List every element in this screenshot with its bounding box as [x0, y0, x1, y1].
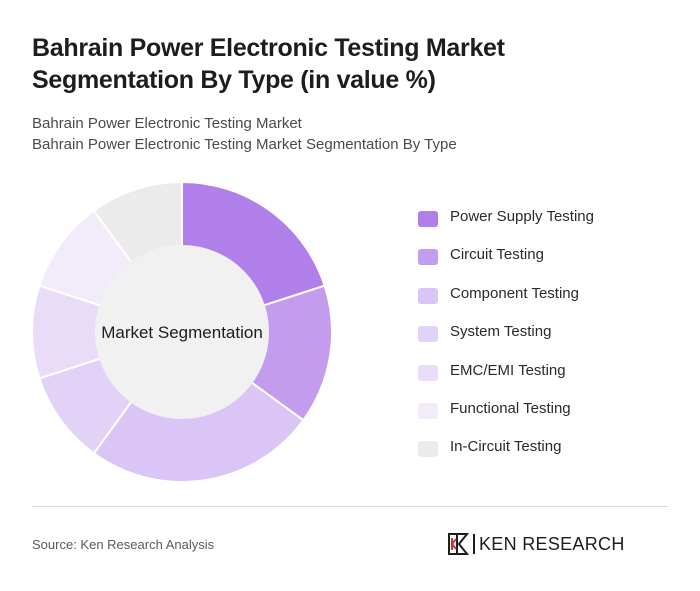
legend-label: EMC/EMI Testing — [450, 361, 566, 379]
legend-label: Circuit Testing — [450, 246, 544, 264]
legend-item: EMC/EMI Testing — [418, 360, 678, 398]
legend-item: Component Testing — [418, 283, 678, 321]
legend-swatch — [418, 402, 438, 419]
logo-separator — [473, 534, 475, 554]
ken-research-logo-icon — [448, 533, 469, 555]
chart-title: Bahrain Power Electronic Testing Market … — [32, 34, 505, 94]
footer-divider — [32, 506, 668, 507]
legend-label: In-Circuit Testing — [450, 438, 562, 456]
legend-swatch — [418, 364, 438, 381]
legend-item: Circuit Testing — [418, 244, 678, 282]
legend-item: In-Circuit Testing — [418, 436, 678, 474]
donut-hole — [95, 245, 269, 419]
legend-label: Power Supply Testing — [450, 208, 594, 225]
legend-swatch — [418, 287, 438, 304]
legend-swatch — [418, 326, 438, 343]
ken-research-logo: KEN RESEARCH — [447, 531, 625, 557]
subtitle-line-1: Bahrain Power Electronic Testing Market — [32, 115, 302, 132]
chart-legend: Power Supply Testing Circuit Testing Compo… — [418, 206, 678, 475]
chart-subtitle: Bahrain Power Electronic Testing Market … — [32, 113, 652, 155]
source-note: Source: Ken Research Analysis — [32, 537, 215, 552]
legend-label: Component Testing — [450, 284, 579, 302]
logo-wordmark: KEN RESEARCH — [479, 533, 625, 554]
legend-swatch — [418, 249, 438, 266]
donut-center-label: Market Segmentation — [101, 323, 263, 342]
legend-label: System Testing — [450, 323, 552, 341]
donut-chart: Market Segmentation — [31, 180, 333, 483]
legend-item: Functional Testing — [418, 398, 678, 436]
legend-swatch — [418, 211, 438, 227]
legend-label: Functional Testing — [450, 399, 571, 417]
legend-item: Power Supply Testing — [418, 206, 678, 244]
legend-swatch — [418, 441, 438, 458]
subtitle-line-2: Bahrain Power Electronic Testing Market … — [32, 136, 457, 153]
legend-item: System Testing — [418, 321, 678, 359]
